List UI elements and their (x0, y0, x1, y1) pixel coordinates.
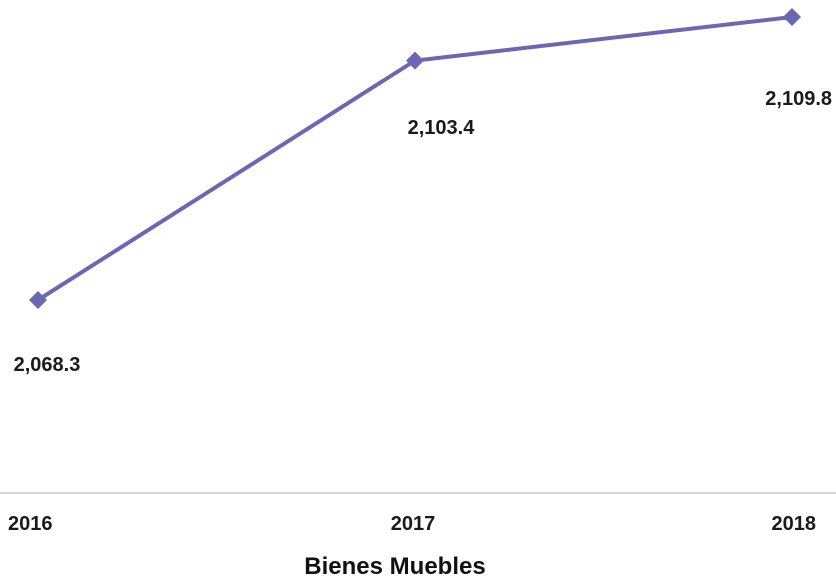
plot-area: 2,068.3 2,103.4 2,109.8 (14, 8, 832, 376)
data-label-2018: 2,109.8 (765, 88, 832, 110)
x-tick-label-2018: 2018 (772, 513, 817, 535)
data-label-2017: 2,103.4 (408, 117, 476, 139)
x-tick-label-2016: 2016 (8, 513, 53, 535)
x-axis-title: Bienes Muebles (304, 553, 485, 580)
x-axis-ticks: 2016 2017 2018 (8, 513, 816, 535)
data-point-marker-2016 (29, 291, 47, 309)
data-point-marker-2018 (783, 8, 801, 26)
x-tick-label-2017: 2017 (391, 513, 436, 535)
data-point-marker-2017 (406, 51, 424, 70)
data-label-2016: 2,068.3 (14, 354, 81, 376)
